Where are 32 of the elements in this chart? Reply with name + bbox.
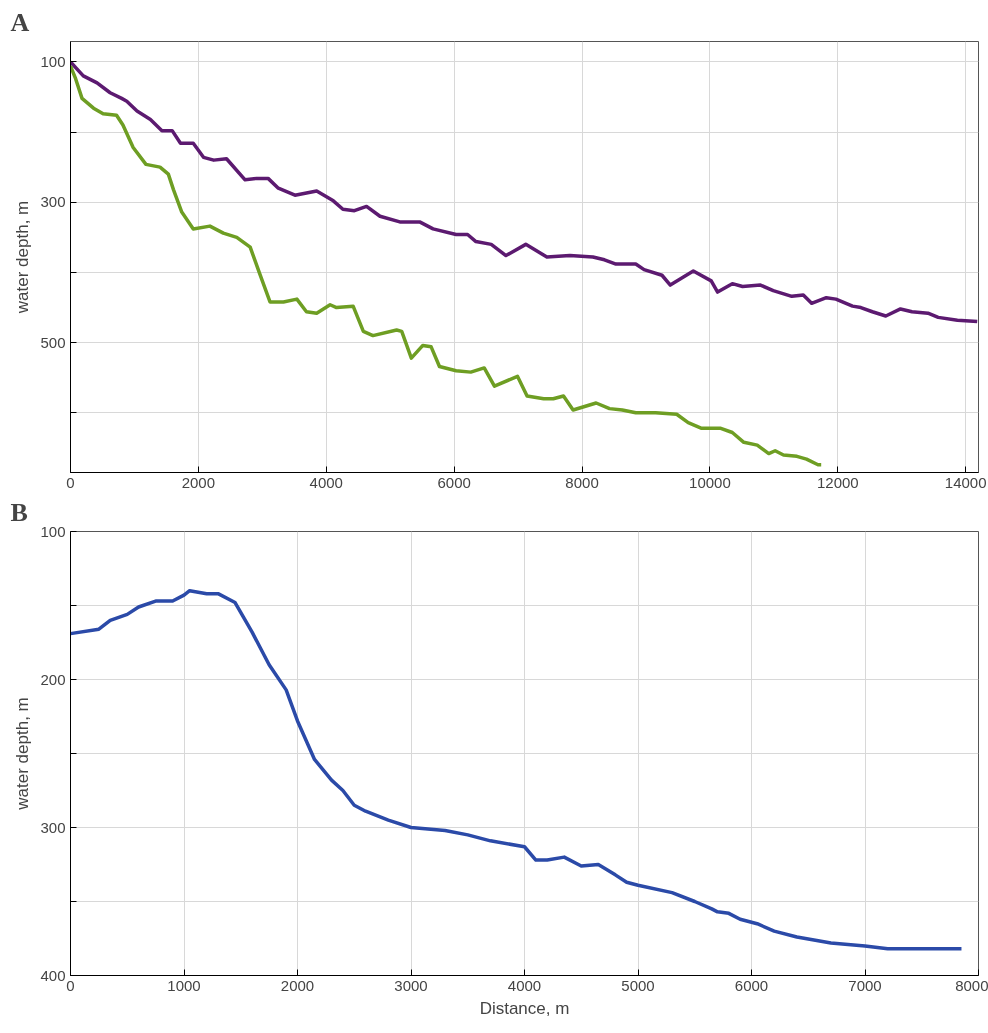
x-tick-label: 0 xyxy=(66,473,75,491)
x-tick-label: 8000 xyxy=(955,976,988,994)
x-tick-label: 0 xyxy=(66,976,75,994)
x-tick-label: 8000 xyxy=(565,473,599,491)
x-tick-label: 6000 xyxy=(437,473,471,491)
y-tick-label: 400 xyxy=(40,966,66,984)
x-tick-label: 3000 xyxy=(394,976,428,994)
x-axis-title: Distance, m xyxy=(479,998,570,1018)
y-tick-label: 500 xyxy=(40,333,66,351)
x-tick-label: 6000 xyxy=(734,976,769,994)
line-series xyxy=(70,588,964,951)
y-tick-label: 300 xyxy=(40,818,66,836)
chart-title: A xyxy=(10,7,30,37)
y-tick-label: 100 xyxy=(40,522,66,540)
x-tick-label: 2000 xyxy=(280,976,315,994)
y-tick-label: 300 xyxy=(40,193,66,211)
line-series xyxy=(70,60,979,324)
x-tick-label: 1000 xyxy=(167,976,201,994)
y-axis-title: water depth, m xyxy=(13,200,33,315)
line-series xyxy=(70,64,823,467)
chart-title: B xyxy=(10,497,28,527)
y-tick-label: 200 xyxy=(40,670,66,688)
x-tick-label: 7000 xyxy=(848,976,882,994)
x-tick-label: 5000 xyxy=(621,976,655,994)
x-tick-label: 10000 xyxy=(689,473,731,491)
x-tick-label: 14000 xyxy=(944,473,987,491)
x-tick-label: 12000 xyxy=(816,473,859,491)
y-axis-title: water depth, m xyxy=(13,697,33,811)
x-tick-label: 2000 xyxy=(181,473,216,491)
x-tick-label: 4000 xyxy=(309,473,343,491)
y-tick-label: 100 xyxy=(40,52,66,70)
x-tick-label: 4000 xyxy=(507,976,542,994)
